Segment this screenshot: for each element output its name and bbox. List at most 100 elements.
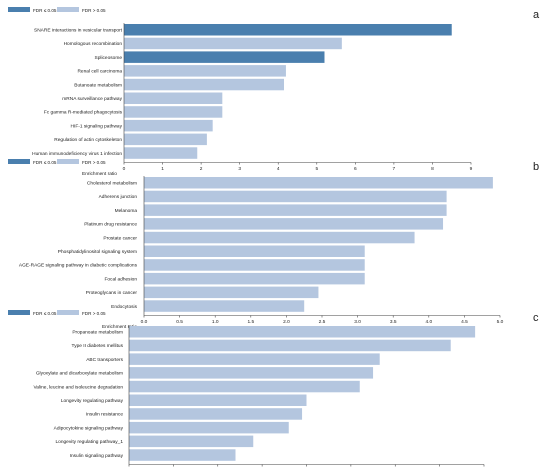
legend-label: FDR ≤ 0.05 xyxy=(33,311,57,316)
category-label: Butanoate metabolism xyxy=(74,82,122,88)
chart-panel-b: FDR ≤ 0.05 FDR > 0.05 b Cholesterol metabol… xyxy=(8,159,539,330)
bar xyxy=(144,231,415,244)
chart-panel-c: FDR ≤ 0.05 FDR > 0.05 c Propanoate metaboli… xyxy=(8,310,539,467)
panel-label: b xyxy=(533,161,539,173)
x-tick-label: 1 xyxy=(161,166,164,172)
x-tick-label: 2 xyxy=(200,166,203,172)
bar xyxy=(124,106,223,118)
category-label: Insulin signaling pathway xyxy=(70,453,124,459)
bar xyxy=(124,24,452,36)
x-tick-label: 9 xyxy=(470,166,473,172)
category-label: Platinum drug resistance xyxy=(84,222,137,228)
legend-swatch-significant xyxy=(8,159,30,164)
legend-label: FDR > 0.05 xyxy=(82,311,106,316)
category-label: Phosphatidylinositol signaling system xyxy=(58,249,137,255)
bar xyxy=(124,92,223,104)
x-tick-label: 3.0 xyxy=(354,319,361,325)
category-label: Insulin resistance xyxy=(86,412,123,418)
category-label: Renal cell carcinoma xyxy=(77,69,122,75)
legend-swatch-nonsignificant xyxy=(57,310,79,315)
category-label: Adherens junction xyxy=(99,194,138,200)
category-label: Type II diabetes mellitus xyxy=(72,343,124,349)
bar xyxy=(144,218,444,230)
legend-swatch-significant xyxy=(8,7,30,12)
chart-panel-a: FDR ≤ 0.05 FDR > 0.05 a SNARE interactions … xyxy=(8,7,540,177)
legend-swatch-significant xyxy=(8,310,30,315)
bar xyxy=(129,367,374,379)
x-tick-label: 4.0 xyxy=(425,319,432,325)
bar xyxy=(129,339,451,352)
x-tick-label: 2.0 xyxy=(283,319,290,325)
category-label: Focal adhesion xyxy=(104,276,137,282)
category-label: Valine, leucine and isoleucine degradati… xyxy=(33,384,123,390)
x-tick-label: 3.5 xyxy=(390,319,397,325)
category-label: Prostate cancer xyxy=(103,235,137,241)
bar xyxy=(129,435,254,448)
bar xyxy=(144,245,365,257)
x-tick-label: 5.0 xyxy=(497,319,504,325)
category-label: Endocytosis xyxy=(111,304,137,310)
bar xyxy=(124,133,207,146)
bar xyxy=(144,272,365,285)
category-label: Melanoma xyxy=(115,208,138,214)
legend-label: FDR ≤ 0.05 xyxy=(33,8,57,13)
legend-swatch-nonsignificant xyxy=(57,159,79,164)
bar xyxy=(144,286,319,299)
bar xyxy=(129,380,360,393)
category-label: Longevity regulating pathway_1 xyxy=(56,439,124,445)
bar xyxy=(129,394,307,406)
x-tick-label: 2.5 xyxy=(319,319,326,325)
legend-swatch-nonsignificant xyxy=(57,7,79,12)
x-axis-title: Enrichment ratio xyxy=(102,324,137,330)
category-label: AGE-RAGE signaling pathway in diabetic c… xyxy=(19,263,138,269)
legend-label: FDR > 0.05 xyxy=(82,160,106,165)
bar xyxy=(124,78,285,91)
category-label: SNARE interactions in vesicular transpor… xyxy=(34,27,123,33)
panel-label: c xyxy=(533,312,539,324)
x-tick-label: 5 xyxy=(315,166,318,172)
x-tick-label: 6 xyxy=(354,166,357,172)
bar xyxy=(124,65,286,77)
category-label: Regulation of actin cytoskeleton xyxy=(54,137,122,143)
x-tick-label: 0.0 xyxy=(141,319,148,325)
bar xyxy=(129,449,236,461)
category-label: mRNA surveillance pathway xyxy=(62,96,122,102)
category-label: Longevity regulating pathway xyxy=(61,398,124,404)
category-label: Propanoate metabolism xyxy=(72,329,123,335)
category-label: Proteoglycans in cancer xyxy=(86,290,138,296)
x-tick-label: 3 xyxy=(238,166,241,172)
category-label: Homologous recombination xyxy=(64,41,123,47)
x-tick-label: 0.5 xyxy=(176,319,183,325)
category-label: HIF-1 signaling pathway xyxy=(71,123,123,129)
category-label: Adipocytokine signaling pathway xyxy=(54,425,124,431)
legend-label: FDR > 0.05 xyxy=(82,8,106,13)
panel-label: a xyxy=(533,9,540,21)
x-tick-label: 1.0 xyxy=(212,319,219,325)
bar xyxy=(129,353,380,365)
bar xyxy=(144,177,493,189)
category-label: ABC transporters xyxy=(86,357,123,363)
category-label: Fc gamma R-mediated phagocytosis xyxy=(44,110,123,116)
bar xyxy=(144,204,447,216)
x-axis-title: Enrichment ratio xyxy=(82,171,117,177)
bar xyxy=(129,408,303,420)
bar xyxy=(124,37,342,50)
x-tick-label: 7 xyxy=(393,166,396,172)
x-tick-label: 4.5 xyxy=(461,319,468,325)
bar xyxy=(144,300,305,312)
x-tick-label: 4 xyxy=(277,166,280,172)
category-label: Spliceosome xyxy=(95,55,123,61)
x-tick-label: 1.5 xyxy=(247,319,254,325)
x-tick-label: 8 xyxy=(431,166,434,172)
bar xyxy=(124,51,325,63)
bar xyxy=(144,190,447,203)
bar xyxy=(124,119,213,132)
category-label: Human immunodeficiency virus 1 infection xyxy=(32,151,122,157)
x-tick-label: 0 xyxy=(123,166,126,172)
category-label: Cholesterol metabolism xyxy=(87,180,137,186)
category-label: Glyoxylate and dicarboxylate metabolism xyxy=(36,371,123,377)
bar xyxy=(129,326,476,338)
bar xyxy=(144,259,365,271)
bar xyxy=(124,147,198,159)
